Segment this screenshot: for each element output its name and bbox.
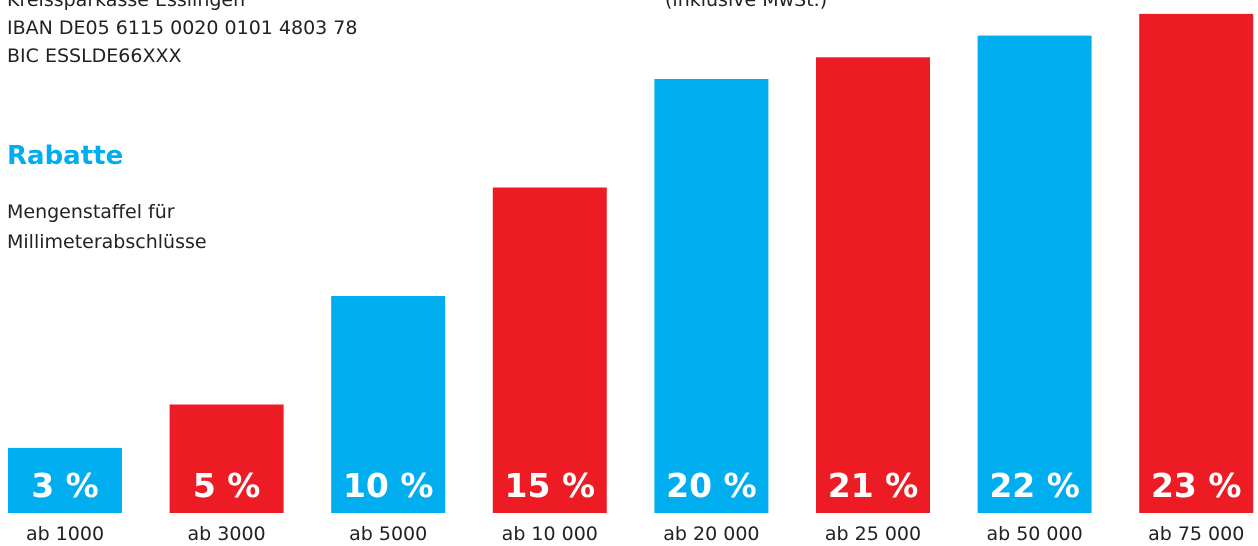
section-title: Rabatte	[7, 141, 124, 171]
category-label: ab 3000	[188, 523, 266, 545]
category-label: ab 5000	[349, 523, 427, 545]
bar-value-label: 21 %	[828, 466, 918, 505]
bar-value-label: 23 %	[1151, 466, 1241, 505]
bar-ab-10-000	[492, 187, 607, 513]
category-label: ab 1000	[26, 523, 104, 545]
iban: IBAN DE05 6115 0020 0101 4803 78	[7, 17, 358, 39]
bar-ab-3000	[169, 404, 284, 513]
bar-value-label: 10 %	[343, 466, 433, 505]
bar-value-label: 3 %	[31, 466, 99, 505]
category-label: ab 25 000	[825, 523, 921, 545]
bank-name: Kreissparkasse Esslingen	[7, 0, 246, 11]
bar-value-label: 22 %	[989, 466, 1079, 505]
bar-ab-1000	[8, 447, 122, 513]
bar-value-label: 20 %	[666, 466, 756, 505]
bars-group	[8, 13, 1254, 514]
category-label: ab 20 000	[663, 523, 759, 545]
bar-ab-50-000	[977, 35, 1092, 513]
category-labels-group: ab 1000 ab 3000 ab 5000 ab 10 000 ab 20 000 a…	[26, 523, 1244, 545]
subtitle-line-2: Millimeterabschlüsse	[7, 231, 207, 253]
category-label: ab 75 000	[1148, 523, 1244, 545]
bar-value-label: 15 %	[505, 466, 595, 505]
bar-ab-5000	[331, 296, 446, 513]
bar-ab-20-000	[654, 79, 769, 513]
subtitle-line-1: Mengenstaffel für	[7, 201, 175, 223]
bar-labels-group: 3 % 5 % 10 % 15 % 20 % 21 % 22 % 23 %	[31, 466, 1241, 505]
category-label: ab 50 000	[986, 523, 1082, 545]
vat-note: (inklusive MwSt.)	[665, 0, 828, 11]
bar-ab-75-000	[1139, 13, 1254, 514]
bar-value-label: 5 %	[193, 466, 261, 505]
bic: BIC ESSLDE66XXX	[7, 45, 182, 67]
category-label: ab 10 000	[502, 523, 598, 545]
bar-ab-25-000	[816, 57, 930, 514]
